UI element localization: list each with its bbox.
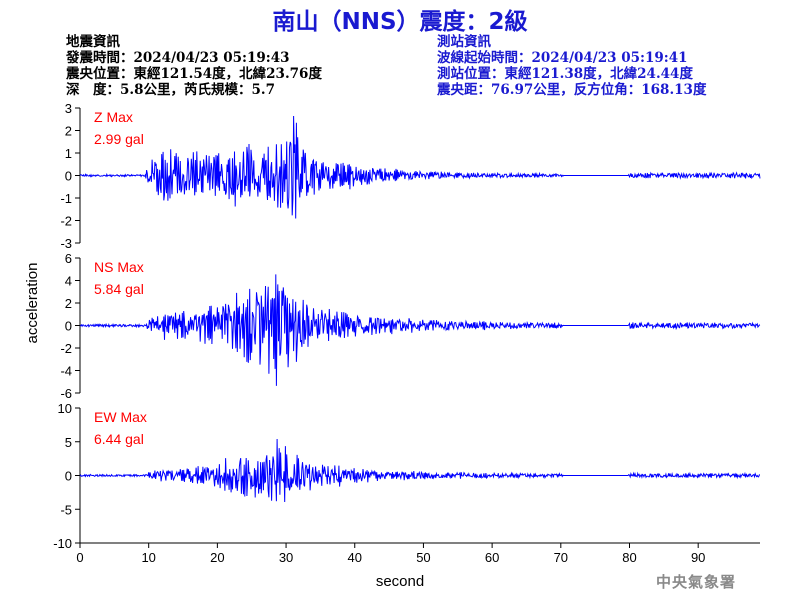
panel-z-y-tick-label: -3: [60, 236, 72, 251]
x-tick-label: 20: [210, 550, 224, 565]
panel-ns-y-tick-label: -4: [60, 364, 72, 379]
x-tick-label: 30: [279, 550, 293, 565]
panel-ew-y-tick-label: 0: [65, 469, 72, 484]
chart-title: 南山（NNS）震度：2級: [272, 9, 528, 35]
panel-z-y-tick-label: 1: [65, 146, 72, 161]
station-location: 測站位置：東經121.38度，北緯24.44度: [437, 66, 693, 82]
panel-z-y-tick-label: 0: [65, 169, 72, 184]
panel-z-y-tick-label: -2: [60, 214, 72, 229]
panel-ns-y-tick-label: 6: [65, 251, 72, 266]
panel-ew-y-tick-label: 10: [58, 401, 72, 416]
earthquake-info: 地震資訊 發震時間：2024/04/23 05:19:43 震央位置：東經121…: [66, 34, 322, 98]
panel-ew-y-tick-label: 5: [65, 435, 72, 450]
y-axis-title: acceleration: [24, 263, 41, 344]
panel-z-y-tick-label: -1: [60, 191, 72, 206]
x-tick-label: 50: [416, 550, 430, 565]
panel-z-max-value: 2.99 gal: [94, 131, 144, 147]
panel-z-y-tick-label: 3: [65, 101, 72, 116]
x-tick-label: 10: [141, 550, 155, 565]
x-tick-label: 90: [691, 550, 705, 565]
x-tick-label: 60: [485, 550, 499, 565]
x-tick-label: 80: [622, 550, 636, 565]
panel-ew-max-value: 6.44 gal: [94, 431, 144, 447]
panel-ew-y-tick-label: -5: [60, 502, 72, 517]
panel-z-max-label: Z Max: [94, 109, 133, 125]
earthquake-info-heading: 地震資訊: [66, 34, 120, 50]
panel-ns-max-value: 5.84 gal: [94, 281, 144, 297]
panel-ns-y-tick-label: 2: [65, 296, 72, 311]
x-tick-label: 70: [554, 550, 568, 565]
panel-ew-max-label: EW Max: [94, 409, 147, 425]
depth-magnitude: 深 度：5.8公里，芮氏規模：5.7: [66, 82, 275, 98]
panel-ns-y-tick-label: -2: [60, 341, 72, 356]
x-tick-label: 40: [348, 550, 362, 565]
x-tick-label: 0: [76, 550, 83, 565]
origin-time: 發震時間：2024/04/23 05:19:43: [66, 50, 290, 66]
agency-watermark: 中央氣象署: [656, 573, 737, 591]
panel-ns-y-tick-label: -6: [60, 386, 72, 401]
panel-ns-y-tick-label: 4: [65, 274, 72, 289]
panel-ns-y-tick-label: 0: [65, 319, 72, 334]
panel-ew-y-tick-label: -10: [53, 536, 72, 551]
station-info: 測站資訊 波線起始時間：2024/04/23 05:19:41 測站位置：東經1…: [437, 34, 706, 98]
station-info-heading: 測站資訊: [437, 34, 491, 50]
panel-ew-waveform: [79, 438, 760, 503]
panel-ns-max-label: NS Max: [94, 259, 144, 275]
epicentral-distance: 震央距：76.97公里，反方位角：168.13度: [437, 82, 707, 98]
panel-z-y-tick-label: 2: [65, 124, 72, 139]
epicenter-location: 震央位置：東經121.54度，北緯23.76度: [66, 66, 322, 82]
panel-z-waveform: [79, 115, 761, 219]
panel-ns-waveform: [79, 274, 761, 386]
x-axis-title: second: [376, 573, 424, 590]
wave-start-time: 波線起始時間：2024/04/23 05:19:41: [437, 50, 688, 66]
